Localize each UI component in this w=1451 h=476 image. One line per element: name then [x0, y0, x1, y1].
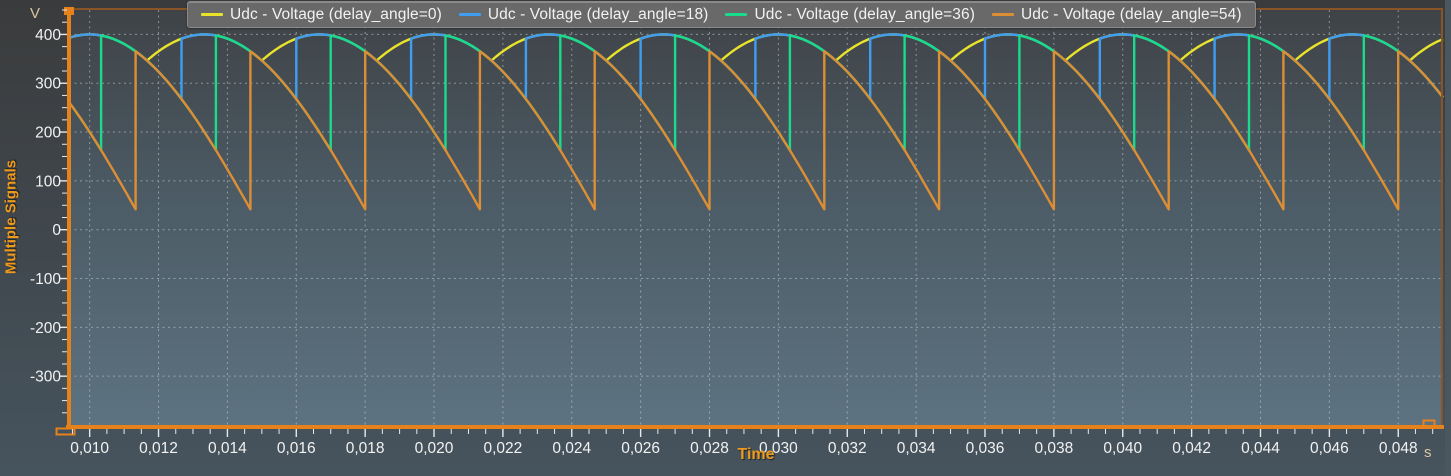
series-delay-angle-54[interactable] — [68, 50, 1444, 211]
legend-swatch-orange-icon — [992, 13, 1015, 16]
legend-item-delay-angle-36[interactable]: Udc - Voltage (delay_angle=36) — [725, 6, 975, 24]
legend-item-delay-angle-54[interactable]: Udc - Voltage (delay_angle=54) — [992, 6, 1242, 24]
x-axis-unit-label: s — [1424, 444, 1432, 461]
legend-label: Udc - Voltage (delay_angle=36) — [754, 5, 976, 23]
y-axis-top-handle[interactable] — [64, 7, 74, 15]
legend: Udc - Voltage (delay_angle=0) Udc - Volt… — [187, 1, 1256, 28]
svg-text:0,016: 0,016 — [277, 440, 316, 457]
x-axis-line[interactable] — [66, 425, 1444, 429]
legend-item-delay-angle-0[interactable]: Udc - Voltage (delay_angle=0) — [201, 6, 442, 24]
svg-text:0,022: 0,022 — [483, 440, 522, 457]
svg-text:0,018: 0,018 — [346, 440, 385, 457]
series-delay-angle-18[interactable] — [68, 33, 1444, 101]
y-axis-line[interactable] — [67, 7, 71, 429]
waveforms — [68, 33, 1444, 211]
legend-label: Udc - Voltage (delay_angle=18) — [487, 5, 709, 23]
tick-marks — [59, 9, 1434, 437]
legend-swatch-green-icon — [725, 13, 748, 16]
x-tick-labels: 0,010 0,012 0,014 0,016 0,018 0,020 0,022 0,024… — [70, 440, 1417, 457]
svg-text:0,044: 0,044 — [1241, 440, 1280, 457]
svg-text:-300: -300 — [30, 369, 61, 386]
svg-text:0,028: 0,028 — [690, 440, 729, 457]
svg-text:0,020: 0,020 — [415, 440, 454, 457]
y-axis-title: Multiple Signals — [2, 159, 20, 275]
legend-item-delay-angle-18[interactable]: Udc - Voltage (delay_angle=18) — [458, 5, 709, 24]
right-margin — [1445, 0, 1451, 476]
x-axis-right-handle[interactable] — [1422, 419, 1436, 428]
svg-text:0,032: 0,032 — [828, 440, 867, 457]
svg-text:0,024: 0,024 — [552, 440, 591, 457]
svg-text:-200: -200 — [30, 320, 61, 337]
svg-text:300: 300 — [35, 76, 61, 93]
svg-text:0,010: 0,010 — [70, 440, 109, 457]
svg-text:100: 100 — [35, 173, 61, 190]
svg-text:0,036: 0,036 — [966, 440, 1005, 457]
svg-text:0,048: 0,048 — [1379, 440, 1418, 457]
svg-text:0,030: 0,030 — [759, 440, 798, 457]
legend-label: Udc - Voltage (delay_angle=54) — [1021, 5, 1242, 23]
svg-text:-100: -100 — [30, 271, 61, 288]
svg-text:0,014: 0,014 — [208, 440, 247, 457]
svg-text:0,034: 0,034 — [897, 440, 936, 457]
legend-label: Udc - Voltage (delay_angle=0) — [230, 5, 442, 23]
svg-text:0,038: 0,038 — [1034, 440, 1073, 457]
svg-text:200: 200 — [35, 125, 61, 142]
legend-swatch-yellow-icon — [201, 13, 223, 16]
svg-text:0,040: 0,040 — [1103, 440, 1142, 457]
svg-text:0,042: 0,042 — [1172, 440, 1211, 457]
y-tick-labels: 400 300 200 100 0 -100 -200 -300 — [30, 27, 61, 386]
svg-text:0: 0 — [52, 222, 61, 239]
svg-text:400: 400 — [35, 27, 61, 44]
plot-right-border — [1441, 10, 1443, 425]
legend-swatch-blue-icon — [458, 13, 481, 16]
svg-text:0,046: 0,046 — [1310, 440, 1349, 457]
svg-text:0,012: 0,012 — [139, 440, 178, 457]
svg-text:0,026: 0,026 — [621, 440, 660, 457]
x-axis-title: Time — [737, 446, 775, 463]
origin-handle[interactable] — [55, 427, 76, 436]
y-axis-unit-label: V — [30, 5, 41, 22]
